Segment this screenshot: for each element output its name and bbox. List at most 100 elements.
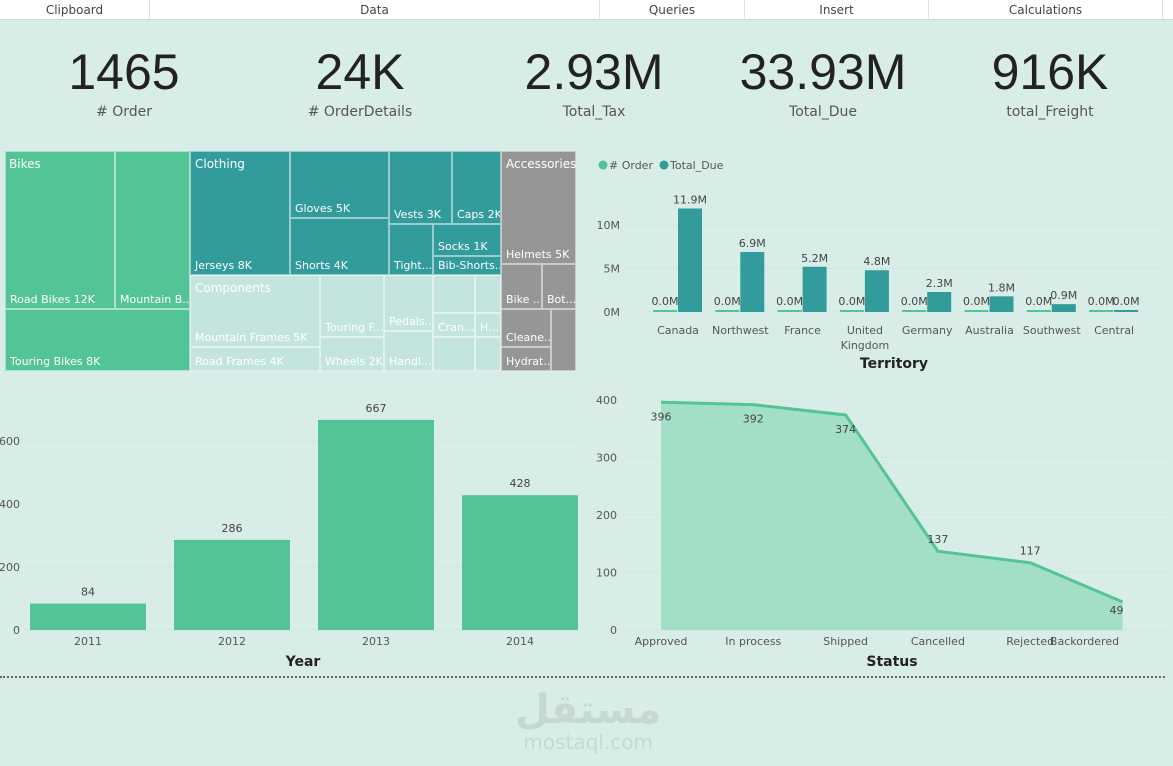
data-label: 0.0M bbox=[838, 295, 865, 308]
treemap-tile[interactable]: Gloves 5K bbox=[290, 151, 389, 218]
treemap-tile[interactable]: Shorts 4K bbox=[290, 218, 389, 275]
treemap-tile[interactable]: Bike ... bbox=[501, 264, 542, 309]
treemap-tile[interactable]: Bib-Shorts... bbox=[433, 256, 501, 275]
bar-total_due bbox=[678, 208, 702, 312]
treemap-tile[interactable] bbox=[433, 275, 475, 313]
bar-total_due bbox=[989, 296, 1014, 312]
treemap-tile[interactable]: Mountain Frames 5K bbox=[190, 275, 320, 347]
treemap-tile[interactable]: Wheels 2K bbox=[320, 337, 384, 371]
treemap-tile[interactable]: Jerseys 8K bbox=[190, 151, 290, 275]
treemap-tile[interactable]: Mountain B... bbox=[115, 151, 190, 309]
treemap-tile[interactable]: Bot... bbox=[542, 264, 576, 309]
bar-order bbox=[777, 310, 802, 312]
treemap-tile[interactable]: Caps 2K bbox=[452, 151, 501, 224]
data-label: 117 bbox=[1020, 545, 1041, 558]
kpi-label: Total_Due bbox=[789, 104, 857, 120]
data-label: 667 bbox=[366, 402, 387, 415]
treemap-tile[interactable]: Touring F... bbox=[320, 275, 384, 337]
x-tick-label: Canada bbox=[657, 324, 699, 337]
bar-order bbox=[839, 310, 864, 312]
year-bar bbox=[462, 495, 578, 630]
status-area bbox=[661, 402, 1123, 630]
treemap-group-accessories: Accessories bbox=[506, 157, 577, 171]
y-tick-label: 400 bbox=[596, 394, 617, 407]
kpi-total-due[interactable]: 33.93M Total_Due bbox=[723, 42, 923, 120]
ribbon: Clipboard Data Queries Insert Calculatio… bbox=[0, 0, 1173, 20]
bar-order bbox=[902, 310, 927, 312]
kpi-orderdetails[interactable]: 24K # OrderDetails bbox=[260, 42, 460, 120]
treemap-tile[interactable] bbox=[433, 337, 475, 371]
treemap-tile[interactable]: Pedals... bbox=[384, 275, 433, 331]
data-label: 6.9M bbox=[739, 237, 766, 250]
kpi-total-tax[interactable]: 2.93M Total_Tax bbox=[494, 42, 694, 120]
x-tick-label: Northwest bbox=[712, 324, 769, 337]
ribbon-insert[interactable]: Insert bbox=[745, 0, 929, 19]
x-tick-label: United bbox=[847, 324, 883, 337]
x-tick-label: Shipped bbox=[823, 635, 868, 648]
data-label: 1.8M bbox=[988, 281, 1015, 294]
bar-order bbox=[1026, 310, 1051, 312]
y-tick-label: 5M bbox=[604, 263, 621, 276]
legend-label: # Order bbox=[609, 159, 653, 172]
data-label: 428 bbox=[510, 477, 531, 490]
treemap-tile[interactable]: Cleane... bbox=[501, 309, 551, 347]
data-label: 4.8M bbox=[863, 255, 890, 268]
y-tick-label: 0 bbox=[610, 624, 617, 637]
year-bar bbox=[318, 419, 434, 630]
bar-total_due bbox=[1051, 304, 1076, 312]
data-label: 396 bbox=[651, 410, 672, 423]
legend-label: Total_Due bbox=[669, 159, 724, 172]
data-label: 2.3M bbox=[926, 277, 953, 290]
treemap-tile[interactable]: H... bbox=[475, 313, 501, 337]
x-axis-title: Status bbox=[866, 654, 917, 670]
treemap-tile[interactable]: Vests 3K bbox=[389, 151, 452, 224]
data-label: 0.0M bbox=[652, 295, 679, 308]
treemap-tile[interactable]: Socks 1K bbox=[433, 224, 501, 256]
ribbon-queries[interactable]: Queries bbox=[600, 0, 745, 19]
ribbon-clipboard[interactable]: Clipboard bbox=[0, 0, 150, 19]
treemap-tile[interactable] bbox=[475, 337, 501, 371]
x-tick-label: Rejected bbox=[1006, 635, 1054, 648]
x-tick-label: 2011 bbox=[74, 635, 102, 648]
treemap-tile[interactable]: Touring Bikes 8K bbox=[5, 309, 190, 371]
data-label: 5.2M bbox=[801, 252, 828, 265]
bar-order bbox=[715, 310, 740, 312]
kpi-order[interactable]: 1465 # Order bbox=[24, 42, 224, 120]
data-label: 0.0M bbox=[1025, 295, 1052, 308]
treemap-tile[interactable]: Helmets 5K bbox=[501, 151, 576, 264]
y-tick-label: 400 bbox=[0, 498, 20, 511]
kpi-label: total_Freight bbox=[1006, 104, 1094, 120]
x-tick-label: 2014 bbox=[506, 635, 534, 648]
x-tick-label: Backordered bbox=[1050, 635, 1119, 648]
kpi-label: # OrderDetails bbox=[307, 104, 413, 120]
treemap-tile[interactable] bbox=[551, 309, 576, 371]
ribbon-calculations[interactable]: Calculations bbox=[929, 0, 1163, 19]
treemap-tile[interactable]: Handl... bbox=[384, 331, 433, 371]
kpi-value: 33.93M bbox=[739, 44, 907, 100]
data-label: 0.9M bbox=[1050, 289, 1077, 302]
treemap-tile[interactable]: Tight... bbox=[389, 224, 433, 275]
year-chart: 0 200 400 600 84 2011 286 2012 667 2013 428 2014 Yea… bbox=[0, 402, 580, 670]
legend-marker bbox=[598, 160, 608, 170]
y-tick-label: 300 bbox=[596, 452, 617, 465]
bar-total_due bbox=[864, 270, 889, 312]
treemap-tile[interactable]: Cran... bbox=[433, 313, 475, 337]
treemap-tile[interactable]: Road Bikes 12K bbox=[5, 151, 115, 309]
treemap-tile[interactable] bbox=[475, 275, 501, 313]
y-tick-label: 100 bbox=[596, 567, 617, 580]
y-tick-label: 600 bbox=[0, 435, 20, 448]
data-label: 392 bbox=[743, 413, 764, 426]
ribbon-data[interactable]: Data bbox=[150, 0, 600, 19]
data-label: 0.0M bbox=[963, 295, 990, 308]
x-tick-label: 2012 bbox=[218, 635, 246, 648]
y-tick-label: 10M bbox=[597, 219, 621, 232]
treemap-group-clothing: Clothing bbox=[195, 157, 245, 171]
y-tick-label: 0M bbox=[604, 306, 621, 319]
x-tick-label: Central bbox=[1094, 324, 1134, 337]
treemap-tile[interactable]: Road Frames 4K bbox=[190, 347, 320, 371]
treemap-tile[interactable]: Hydrat... bbox=[501, 347, 551, 371]
kpi-total-freight[interactable]: 916K total_Freight bbox=[950, 42, 1150, 120]
status-line bbox=[660, 400, 1124, 604]
territory-chart: # Order Total_Due 0M 5M 10M 0.0M 11.9M Canada 0.… bbox=[597, 159, 1165, 372]
data-label: 286 bbox=[222, 522, 243, 535]
